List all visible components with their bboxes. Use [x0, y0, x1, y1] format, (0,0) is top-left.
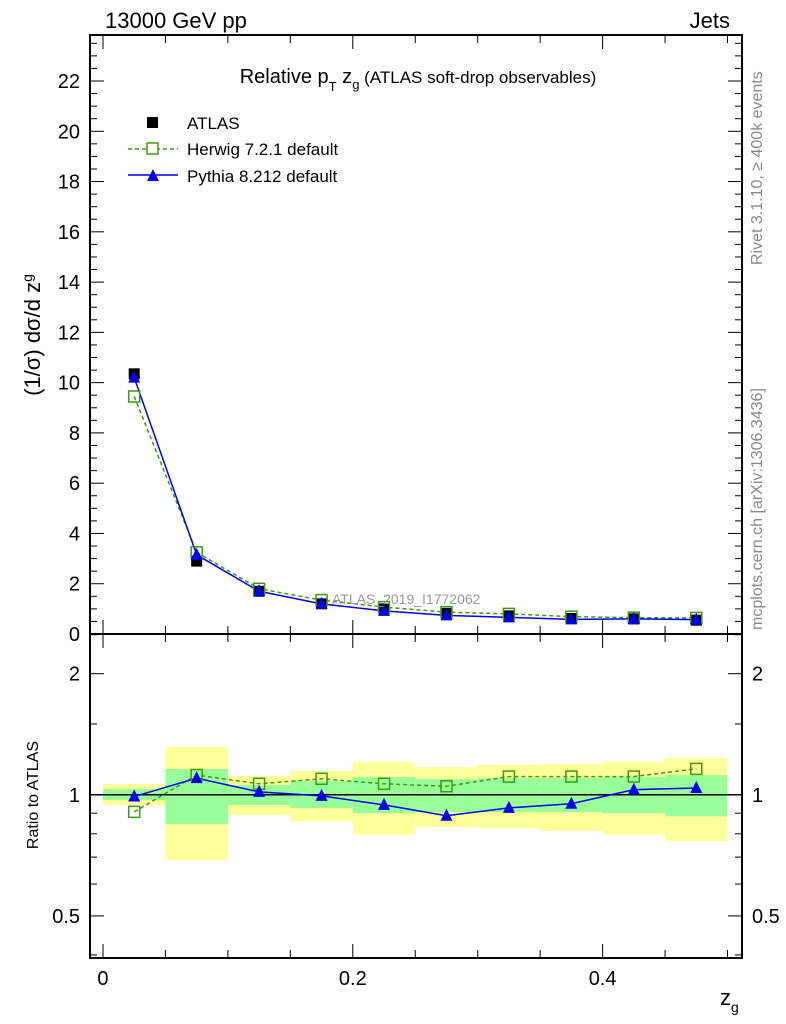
pythia-point	[128, 370, 141, 383]
legend-marker-pythia	[147, 169, 159, 181]
legend-label: ATLAS	[187, 114, 240, 133]
y-tick-label: 6	[69, 473, 80, 495]
pythia-point	[565, 612, 578, 625]
pythia-ratio-point	[315, 788, 328, 801]
ratio-tick-label: 0.5	[752, 906, 780, 928]
ratio-tick-label: 1	[752, 785, 763, 807]
pythia-point	[315, 596, 328, 609]
ratio-frame	[89, 633, 743, 959]
ratio-y-axis-label: Ratio to ATLAS	[25, 741, 42, 849]
y-tick-label: 2	[69, 574, 80, 596]
pythia-point	[440, 608, 453, 621]
pythia-point	[690, 612, 703, 625]
x-tick-label: 0	[97, 968, 108, 990]
x-axis-label: zg	[720, 985, 739, 1015]
pythia-ratio-point	[253, 784, 266, 797]
y-tick-label: 16	[58, 222, 80, 244]
y-tick-label: 20	[58, 121, 80, 143]
pythia-point	[378, 603, 391, 616]
legend: ATLAS Herwig 7.2.1 default Pythia 8.212 …	[128, 114, 338, 186]
herwig-ratio-point	[565, 770, 578, 783]
rivet-info: Rivet 3.1.10, ≥ 400k events	[749, 71, 766, 265]
watermark: ATLAS_2019_I1772062	[332, 591, 481, 607]
herwig-point	[127, 390, 141, 403]
legend-marker-atlas	[147, 117, 158, 128]
x-tick-label: 0.4	[589, 968, 617, 990]
herwig-line	[133, 396, 697, 619]
ratio-tick-label: 1	[69, 785, 80, 807]
herwig-ratio-point	[315, 772, 328, 786]
y-tick-label: 8	[69, 423, 80, 445]
chart-title: Relative pT zg (ATLAS soft-drop observab…	[240, 66, 597, 94]
pythia-point	[190, 547, 203, 560]
pythia-ratio-point	[565, 796, 578, 809]
y-tick-label: 10	[58, 373, 80, 395]
header-right: Jets	[690, 8, 730, 33]
pythia-ratio-point	[690, 780, 703, 793]
herwig-ratio-point	[377, 777, 391, 791]
mcplots-info: mcplots.cern.ch [arXiv:1306.3436]	[749, 388, 766, 630]
atlas-point	[191, 555, 203, 567]
x-tick-label: 0.2	[339, 968, 367, 990]
pythia-point	[502, 610, 515, 623]
ratio-tick-label: 2	[69, 664, 80, 686]
y-tick-label: 14	[58, 272, 80, 294]
herwig-ratio-point	[627, 770, 641, 783]
pythia-ratio-point	[128, 789, 141, 802]
legend-marker-herwig	[146, 142, 159, 155]
herwig-ratio-point	[690, 762, 703, 776]
y-tick-label: 0	[69, 624, 80, 646]
y-tick-label: 4	[69, 523, 80, 545]
pythia-point	[627, 611, 640, 624]
pythia-line	[133, 377, 697, 621]
pythia-ratio-point	[378, 797, 391, 810]
pythia-ratio-point	[190, 771, 203, 784]
pythia-ratio-point	[502, 800, 515, 813]
stat-band	[415, 779, 478, 813]
legend-label: Herwig 7.2.1 default	[187, 140, 338, 159]
ratio-tick-label: 2	[752, 664, 763, 686]
pythia-ratio-point	[627, 782, 640, 795]
herwig-ratio-point	[127, 805, 141, 819]
chart-marks	[90, 368, 742, 821]
y-tick-label: 12	[58, 322, 80, 344]
herwig-ratio-point	[502, 770, 516, 783]
herwig-ratio-point	[440, 780, 453, 793]
header-left: 13000 GeV pp	[105, 8, 247, 33]
y-axis-label: (1/σ) dσ/d zg	[19, 274, 45, 396]
legend-label: Pythia 8.212 default	[187, 167, 338, 186]
pythia-ratio-line	[134, 777, 697, 817]
y-tick-label: 18	[58, 172, 80, 194]
ratio-tick-label: 0.5	[52, 906, 80, 928]
pythia-ratio-point	[440, 808, 453, 821]
ratio-bands	[102, 747, 728, 861]
pythia-point	[253, 584, 266, 597]
y-tick-label: 22	[58, 71, 80, 93]
